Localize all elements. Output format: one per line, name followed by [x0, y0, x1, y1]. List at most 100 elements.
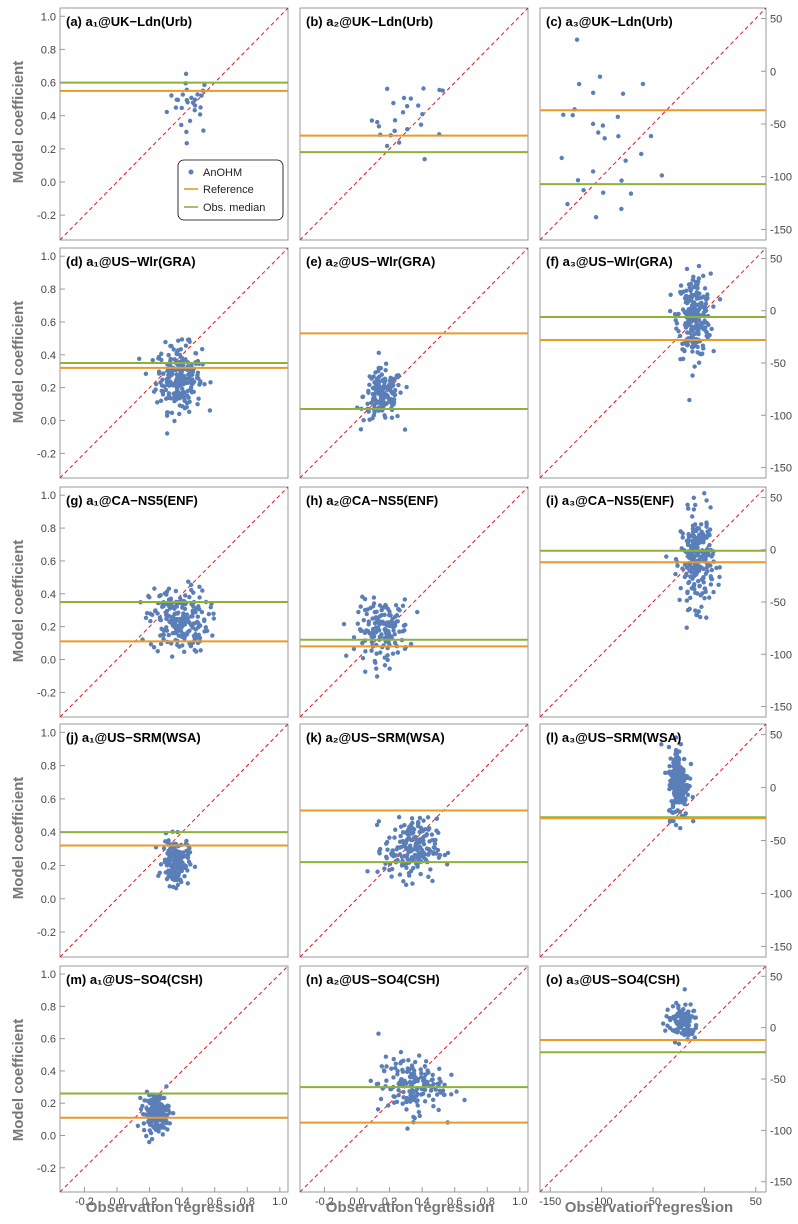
panel-frame [59, 965, 289, 1193]
data-point [183, 618, 188, 624]
data-point [417, 1113, 422, 1119]
identity-line [60, 966, 288, 1192]
data-point [180, 92, 186, 97]
panel-a: (a) a₁@UK−Ldn(Urb) 1.0 0.8 0.6 0.4 0.2 0.0 -0.2… [37, 7, 289, 241]
data-point [169, 93, 174, 98]
y-tick-label: 0.0 [41, 1131, 56, 1143]
data-point [161, 846, 167, 851]
identity-line [540, 966, 766, 1192]
data-point [398, 844, 404, 850]
y-tick-label: 0.8 [41, 761, 56, 773]
identity-line [300, 8, 528, 240]
data-point [392, 622, 397, 627]
data-point [384, 143, 390, 149]
data-point [691, 285, 697, 290]
data-point [707, 595, 712, 600]
data-point [405, 856, 410, 861]
data-point [397, 872, 403, 877]
data-point [692, 331, 697, 337]
data-point [186, 395, 191, 400]
data-point [384, 841, 389, 846]
data-point [418, 825, 424, 830]
data-point [696, 276, 701, 281]
data-point [688, 1002, 693, 1007]
data-point [711, 304, 716, 309]
data-point [695, 578, 701, 584]
data-point [164, 628, 170, 633]
data-point [385, 847, 390, 852]
panel-title: (a) a₁@UK−Ldn(Urb) [66, 14, 192, 29]
data-point [434, 828, 439, 833]
data-point [421, 851, 427, 857]
data-point [166, 352, 171, 358]
data-point [442, 1092, 447, 1097]
data-point [681, 1006, 686, 1012]
data-point [708, 271, 713, 276]
data-point [706, 531, 712, 537]
y-tick-label: 0.4 [41, 350, 56, 362]
data-point [687, 579, 692, 585]
data-point [148, 642, 154, 647]
data-point [379, 619, 385, 625]
data-point [404, 103, 410, 109]
data-point [395, 1072, 400, 1077]
y-tick-label: 50 [770, 971, 782, 983]
data-point [402, 628, 407, 633]
data-point [370, 616, 375, 621]
data-point [384, 1078, 389, 1083]
data-point [174, 616, 179, 622]
data-point [396, 814, 402, 820]
panel-frame [299, 965, 529, 1193]
data-point [188, 582, 194, 588]
data-point [174, 394, 180, 399]
data-point [165, 368, 170, 373]
data-point [462, 1097, 467, 1103]
data-point [619, 178, 624, 183]
plot-area [300, 724, 528, 957]
data-point [183, 357, 188, 362]
y-tick-label: 0.0 [41, 177, 56, 189]
data-point [369, 118, 375, 123]
data-point [163, 396, 169, 401]
data-point [383, 361, 389, 366]
data-point [195, 401, 200, 407]
data-point [708, 505, 713, 510]
data-point [684, 598, 690, 603]
data-point [167, 884, 172, 889]
data-point [691, 583, 697, 588]
data-point [366, 622, 371, 627]
y-tick-label: -150 [770, 1177, 792, 1189]
data-point [169, 614, 174, 620]
data-point [391, 397, 397, 402]
data-point [376, 819, 382, 824]
data-point [684, 266, 690, 272]
data-point [398, 1049, 404, 1055]
data-point [396, 1093, 401, 1098]
data-point [168, 870, 173, 875]
data-point [602, 136, 607, 141]
data-point [207, 408, 213, 413]
data-point [590, 121, 596, 127]
data-point [429, 1077, 434, 1083]
data-point [179, 355, 184, 360]
identity-line [60, 724, 288, 957]
data-point [392, 614, 398, 619]
data-point [160, 1132, 165, 1137]
data-point [422, 1082, 428, 1087]
data-point [693, 608, 698, 613]
data-point [410, 1097, 416, 1102]
data-point [428, 1088, 434, 1093]
data-point [361, 617, 366, 623]
data-point [164, 615, 170, 620]
data-point [177, 378, 183, 384]
data-point [671, 818, 676, 824]
data-point [409, 837, 414, 843]
x-tick-label: 0.6 [207, 1196, 222, 1208]
data-point [682, 1027, 687, 1033]
data-point [419, 847, 425, 853]
data-point [678, 825, 683, 831]
data-point [431, 1104, 436, 1109]
data-point [688, 556, 693, 561]
data-point [167, 1121, 173, 1126]
data-point [387, 666, 392, 671]
